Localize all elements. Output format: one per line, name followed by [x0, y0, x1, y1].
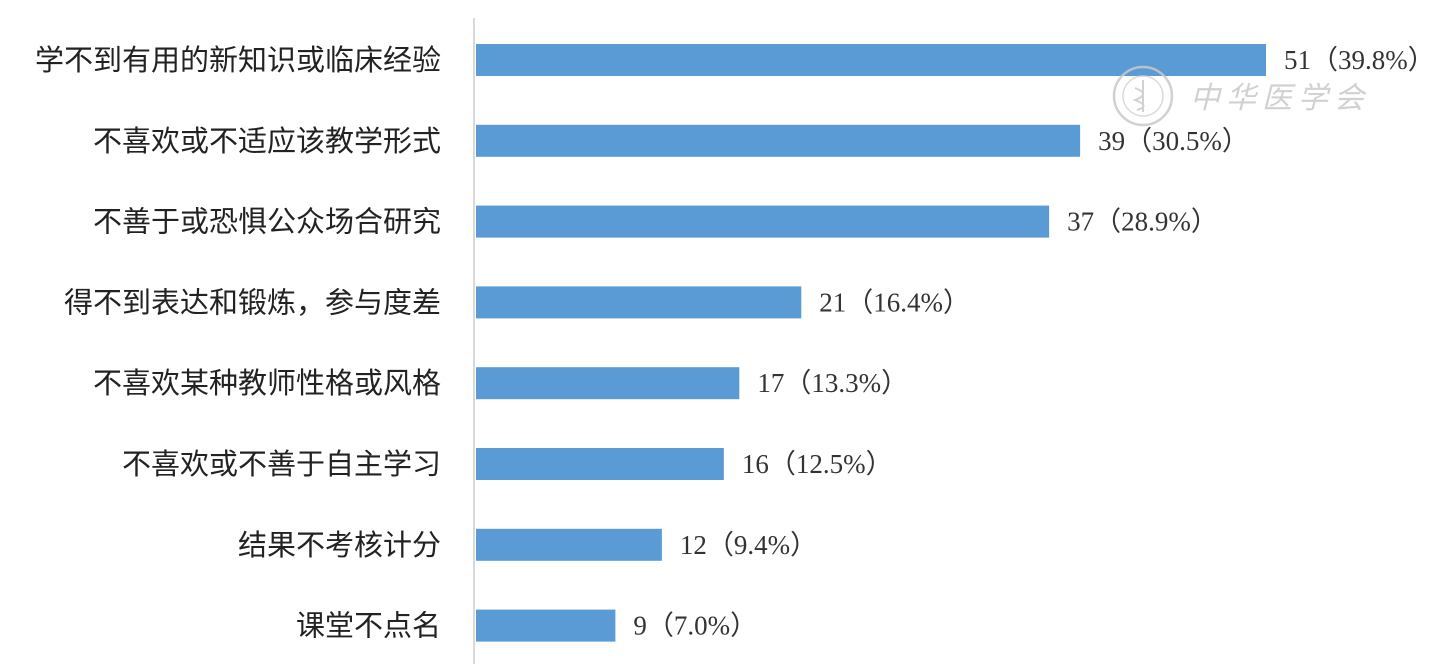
- watermark-seal-icon: [1112, 65, 1174, 127]
- category-label: 得不到表达和锻炼，参与度差: [64, 285, 441, 319]
- data-label: 37（28.9%）: [1067, 207, 1218, 237]
- category-label: 不善于或恐惧公众场合研究: [93, 205, 441, 239]
- data-label: 12（9.4%）: [680, 530, 817, 560]
- category-label: 不喜欢某种教师性格或风格: [93, 366, 441, 400]
- labels-layer: 学不到有用的新知识或临床经验 51（39.8%） 不喜欢或不适应该教学形式 39（30…: [35, 43, 1435, 643]
- watermark: 中华医学会: [1112, 65, 1370, 127]
- bars-layer: [476, 44, 1266, 642]
- watermark-text: 中华医学会: [1190, 81, 1370, 116]
- watermark-seal-inner: [1122, 75, 1164, 117]
- data-label: 51（39.8%）: [1284, 45, 1435, 75]
- data-label: 17（13.3%）: [757, 368, 908, 398]
- data-label: 9（7.0%）: [633, 611, 757, 641]
- bar: [476, 205, 1050, 238]
- category-label: 结果不考核计分: [238, 528, 441, 562]
- bar: [476, 124, 1081, 157]
- data-label: 16（12.5%）: [742, 449, 893, 479]
- data-label: 21（16.4%）: [819, 287, 970, 317]
- category-label: 学不到有用的新知识或临床经验: [35, 43, 441, 77]
- category-label: 课堂不点名: [296, 609, 441, 643]
- bar: [476, 448, 724, 480]
- category-label: 不喜欢或不善于自主学习: [122, 447, 441, 481]
- bar: [476, 367, 740, 400]
- bar: [476, 286, 802, 319]
- watermark-seal-staff: [1132, 80, 1145, 112]
- bar: [476, 528, 662, 561]
- category-label: 不喜欢或不适应该教学形式: [93, 124, 441, 158]
- bar: [476, 609, 616, 642]
- bar: [476, 44, 1266, 76]
- data-label: 39（30.5%）: [1098, 126, 1249, 156]
